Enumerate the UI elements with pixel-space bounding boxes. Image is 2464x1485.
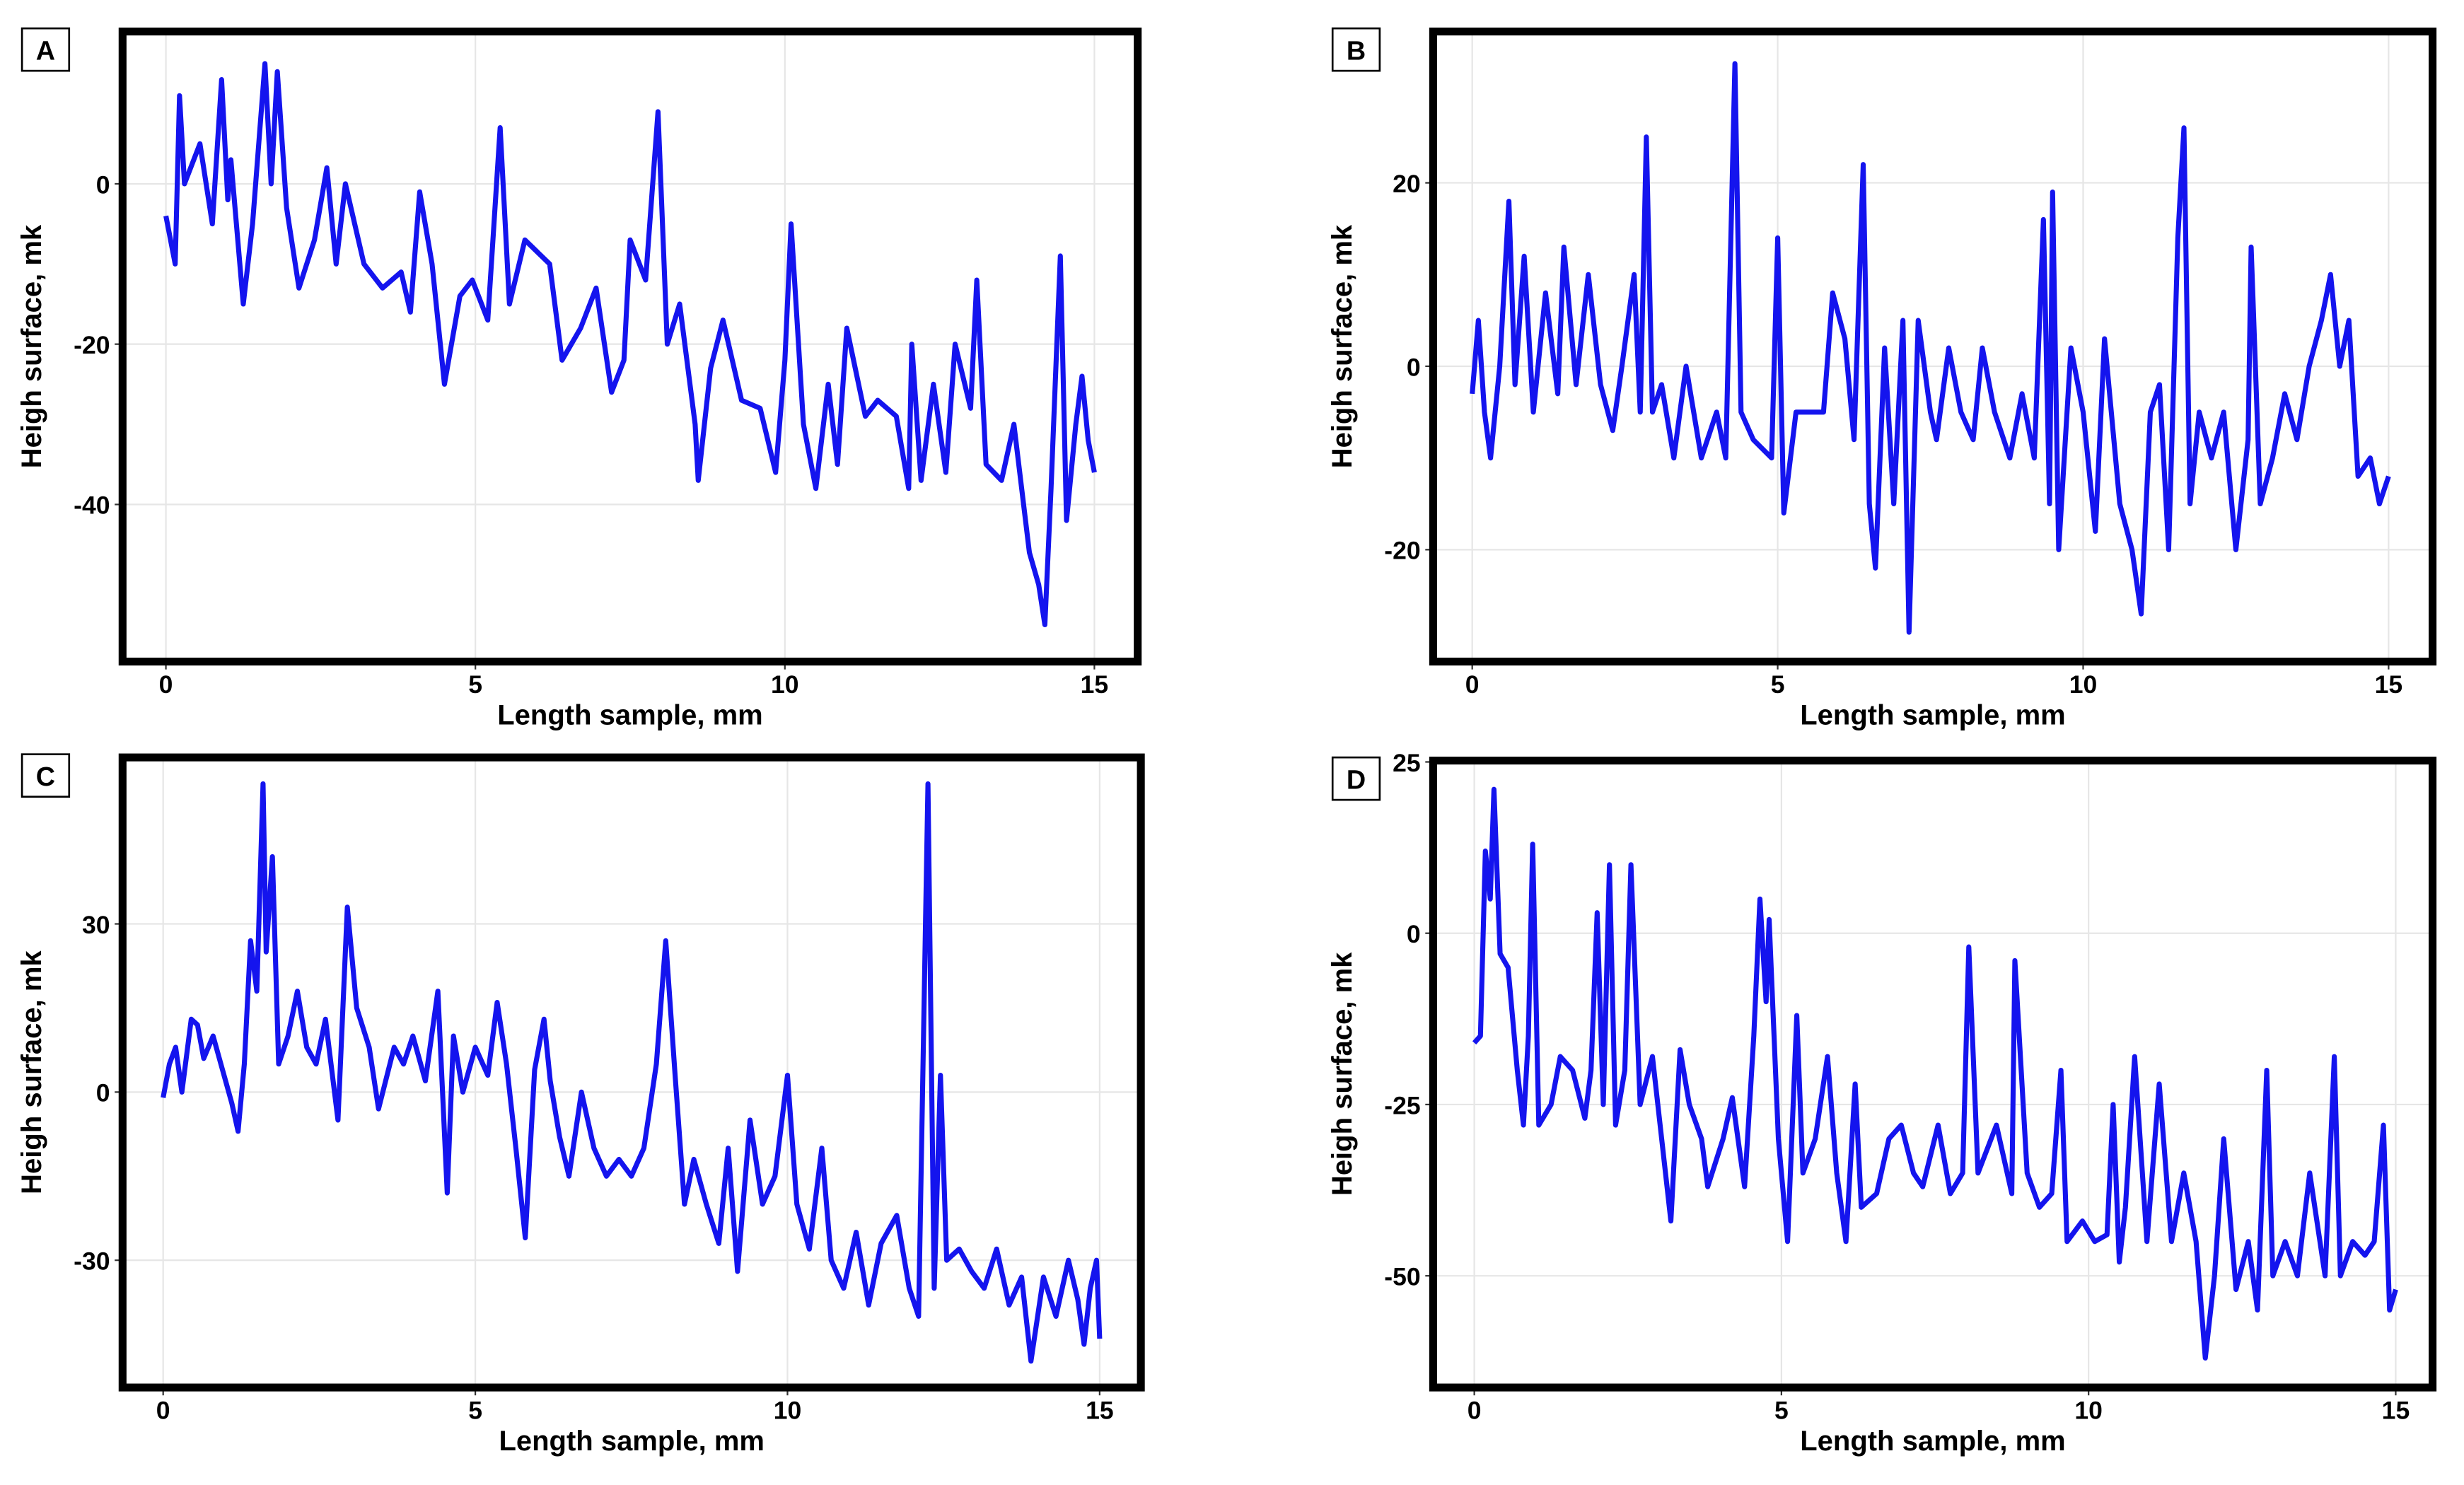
plot-area (1470, 61, 2391, 635)
profile-line (163, 61, 1097, 627)
x-tick-label: 15 (2382, 1397, 2410, 1425)
plot-area (163, 61, 1097, 627)
y-axis-label: Heigh surface, mk (16, 950, 47, 1194)
x-tick-label: 5 (468, 670, 482, 699)
frame (1429, 756, 2437, 1392)
y-axis-label: Heigh surface, mk (16, 224, 47, 468)
x-axis-label: Length sample, mm (1800, 1426, 2065, 1457)
x-tick-label: 0 (159, 670, 173, 699)
frame (1429, 28, 2437, 666)
panel-label-box (1331, 756, 1381, 801)
profile-line (1470, 61, 2391, 635)
panel-label: A (36, 37, 55, 66)
y-axis-label: Heigh surface, mk (1327, 224, 1358, 468)
panel: 0 5 10 15 30 0 -30 Length sample, mm Heigh surfa… (16, 753, 1145, 1457)
x-tick-label: 10 (2074, 1397, 2103, 1425)
x-tick-label: 0 (1465, 670, 1480, 699)
profile-line (161, 781, 1103, 1364)
x-axis-label: Length sample, mm (499, 1426, 764, 1457)
frame (118, 28, 1142, 666)
frame (118, 753, 1145, 1392)
plot-area (1472, 786, 2398, 1361)
panel-label-box (1331, 27, 1381, 72)
panel: 0 5 10 15 20 0 -20 Length sample, mm Heigh surfa… (1327, 27, 2437, 730)
y-tick-label: -40 (74, 491, 110, 520)
x-tick-label: 15 (1086, 1397, 1114, 1425)
panel-label: C (36, 762, 55, 792)
y-tick-label: -20 (1384, 537, 1420, 565)
x-tick-label: 5 (1774, 1397, 1789, 1425)
y-tick-label: -50 (1384, 1263, 1420, 1291)
y-tick-label: -30 (74, 1247, 110, 1275)
y-tick-label: -25 (1384, 1091, 1420, 1119)
y-tick-label: 0 (96, 170, 110, 199)
x-tick-label: 15 (1081, 670, 1109, 699)
panel-label: D (1347, 766, 1366, 796)
y-tick-label: 0 (1407, 353, 1421, 381)
x-tick-label: 10 (2069, 670, 2098, 699)
y-axis-label: Heigh surface, mk (1327, 952, 1358, 1196)
y-tick-label: 0 (96, 1079, 110, 1107)
x-tick-label: 0 (156, 1397, 170, 1425)
y-tick-label: 20 (1393, 170, 1421, 198)
panel-label-box (21, 753, 71, 798)
panel: 0 5 10 15 25 0 -25 -50 Length sample, mm Heigh su… (1327, 749, 2437, 1457)
x-tick-label: 10 (771, 670, 799, 699)
panel: 0 5 10 15 0 -20 -40 Length sample, mm Heigh surf… (16, 27, 1142, 730)
y-tick-label: 25 (1393, 749, 1421, 777)
x-tick-label: 5 (468, 1397, 482, 1425)
panel-label-box (21, 27, 71, 72)
panel-label: B (1347, 37, 1366, 66)
x-tick-label: 15 (2375, 670, 2403, 699)
y-tick-label: -20 (74, 331, 110, 359)
plot-area (161, 781, 1103, 1364)
x-axis-label: Length sample, mm (1800, 699, 2065, 730)
y-tick-label: 30 (82, 911, 110, 939)
x-axis-label: Length sample, mm (497, 699, 762, 730)
x-tick-label: 10 (774, 1397, 802, 1425)
x-tick-label: 0 (1468, 1397, 1482, 1425)
x-tick-label: 5 (1771, 670, 1785, 699)
y-tick-label: 0 (1407, 920, 1421, 948)
profile-line (1472, 786, 2398, 1361)
